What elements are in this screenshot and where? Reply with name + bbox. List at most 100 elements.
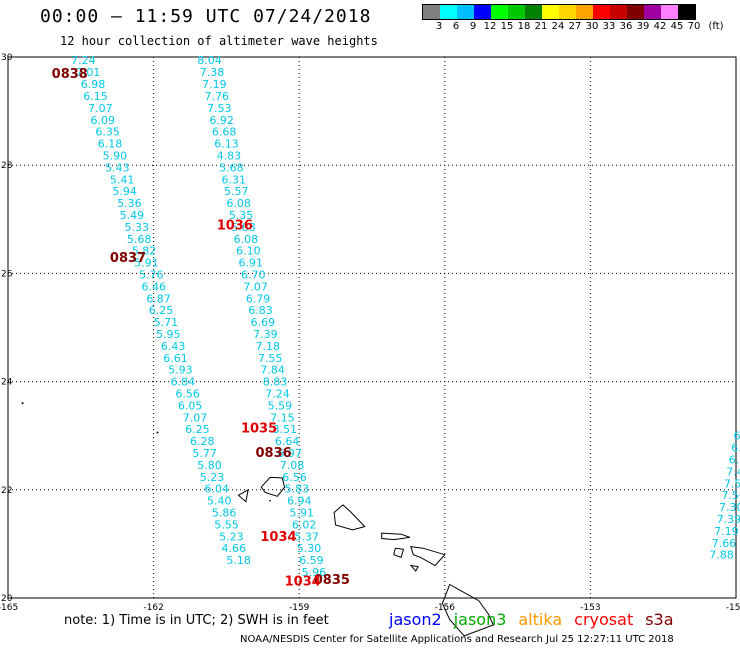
island-dot [156, 431, 159, 434]
wave-height-label: 7.18 [256, 340, 281, 353]
pass-time-label: 1034 [285, 575, 321, 590]
wave-height-label: 7.24 [71, 54, 96, 67]
color-swatch [610, 5, 627, 19]
color-scale-label: 33 [602, 21, 616, 32]
wave-height-label: 5.49 [120, 209, 145, 222]
color-swatch [542, 5, 559, 19]
wave-height-label: 6.6 [729, 454, 740, 467]
island-outline [260, 476, 286, 497]
color-scale-label: 15 [500, 21, 514, 32]
wave-height-label: 5.43 [105, 161, 130, 174]
color-swatch [457, 5, 474, 19]
color-scale-labels: 3 6 9 12 15 18 21 24 27 30 33 36 39 42 45 70 (ft) [422, 21, 740, 35]
wave-height-label: 5.77 [192, 447, 217, 460]
wave-height-label: 6.98 [81, 78, 106, 91]
wave-height-label: 7.07 [88, 102, 113, 115]
wave-height-label: 5.57 [224, 185, 249, 198]
wave-height-label: 5.71 [154, 316, 179, 329]
color-swatch [491, 5, 508, 19]
wave-height-label: 5.83 [285, 483, 310, 496]
wave-height-label: 6.46 [141, 280, 166, 293]
wave-height-label: 6.08 [234, 233, 259, 246]
lon-tick-label: -162 [143, 603, 163, 613]
wave-height-label: 7.53 [207, 102, 232, 115]
wave-height-label: 6.94 [287, 495, 312, 508]
wave-height-label: 5.91 [289, 507, 314, 520]
island-outline [333, 504, 366, 531]
wave-height-label: 7.07 [183, 411, 208, 424]
wave-height-label: 5.80 [197, 459, 222, 472]
lat-tick-label: 28 [1, 161, 13, 171]
pass-time-label: 1035 [241, 422, 277, 437]
color-scale-label: 3 [435, 21, 443, 32]
wave-height-label: 7.4 [726, 465, 740, 478]
wave-height-label: 5.33 [124, 221, 149, 234]
wave-height-label: 5.30 [297, 542, 322, 555]
color-swatch [525, 5, 542, 19]
wave-height-label: 7.07 [243, 280, 267, 293]
color-scale-label: 45 [670, 21, 684, 32]
wave-height-label: 5.68 [127, 233, 152, 246]
color-scale-label: 24 [551, 21, 565, 32]
wave-height-label: 8.83 [263, 376, 288, 389]
island-outline [393, 547, 405, 559]
wave-height-label: 5.18 [226, 554, 251, 567]
color-scale-label: 36 [619, 21, 633, 32]
wave-height-label: 7.5 [724, 477, 740, 490]
color-scale-label: 9 [469, 21, 477, 32]
units-note: note: 1) Time is in UTC; 2) SWH is in fe… [64, 613, 329, 628]
wave-height-label: 6.69 [251, 316, 276, 329]
legend-entry-jason2: jason2 [389, 610, 442, 629]
wave-height-label: 5.55 [214, 518, 239, 531]
wave-height-label: 6.79 [246, 292, 271, 305]
lat-tick-label: 20 [1, 594, 13, 604]
color-swatch [508, 5, 525, 19]
color-swatch [440, 5, 457, 19]
color-scale-label: 27 [568, 21, 582, 32]
wave-height-label: 5.35 [229, 209, 254, 222]
wave-height-label: 5.41 [110, 173, 135, 186]
wave-height-label: 6.09 [91, 114, 116, 127]
wave-height-label: 6.28 [190, 435, 215, 448]
color-swatch [627, 5, 644, 19]
wave-height-label: 7.30 [719, 501, 740, 514]
wave-height-label: 5.40 [207, 495, 232, 508]
wave-height-label: 7.15 [270, 411, 295, 424]
wave-height-label: 6.56 [175, 388, 200, 401]
wave-height-label: 6.04 [205, 483, 230, 496]
island-outline [381, 532, 411, 541]
color-scale-bar: 3 6 9 12 15 18 21 24 27 30 33 36 39 42 45 70 (ft) [422, 4, 724, 32]
island-dot [269, 499, 271, 502]
wave-height-label: 5.83 [231, 221, 256, 234]
wave-height-label: 5.91 [134, 257, 159, 270]
wave-height-label: 5.23 [200, 471, 225, 484]
wave-height-label: 4.83 [217, 149, 242, 162]
color-swatch [678, 5, 695, 19]
wave-height-label: 6.05 [178, 399, 203, 412]
wave-height-label: 5.82 [132, 245, 157, 258]
wave-height-label: 6.83 [248, 304, 272, 317]
wave-height-label: 5.95 [156, 328, 181, 341]
pass-time-label: 0838 [52, 67, 88, 82]
wave-height-label: 6.31 [222, 173, 247, 186]
wave-height-label: 5.86 [212, 507, 237, 520]
color-scale-swatches [422, 4, 696, 20]
wave-height-label: 6.02 [292, 518, 317, 531]
color-scale-label: 12 [483, 21, 497, 32]
island-outline [409, 564, 419, 572]
wave-height-label: 6.18 [98, 138, 123, 151]
wave-height-label: 7.66 [712, 537, 737, 550]
chart-subtitle: 12 hour collection of altimeter wave hei… [60, 34, 378, 48]
wave-height-label: 6.92 [209, 114, 234, 127]
lat-tick-label: 30 [1, 53, 13, 63]
color-swatch [423, 5, 440, 19]
wave-height-label: 7.55 [258, 352, 283, 365]
color-scale-unit: (ft) [708, 21, 724, 32]
wave-height-label: 5.93 [168, 364, 193, 377]
wave-height-label: 7.19 [202, 78, 227, 91]
chart-title: 00:00 – 11:59 UTC 07/24/2018 [40, 6, 372, 27]
wave-height-label: 7.76 [205, 90, 230, 103]
lat-tick-label: 26 [1, 269, 13, 279]
wave-height-label: 6.25 [185, 423, 210, 436]
